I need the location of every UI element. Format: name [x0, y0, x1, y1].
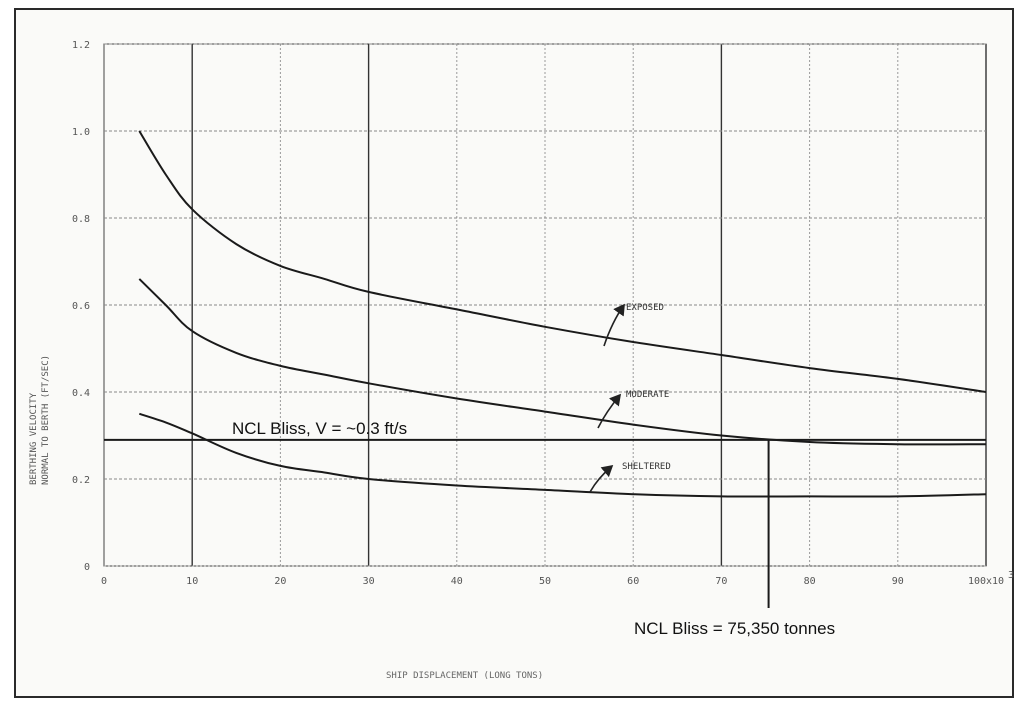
y-tick-label-0: 0 — [84, 562, 90, 573]
sheltered-series-label: SHELTERED — [622, 462, 671, 472]
y-tick-label-1: 0.2 — [72, 475, 90, 486]
y-axis-label: BERTHING VELOCITY NORMAL TO BERTH (FT/SE… — [29, 355, 51, 485]
exposed-series-label: EXPOSED — [626, 303, 664, 313]
displacement-annotation: NCL Bliss = 75,350 tonnes — [634, 619, 835, 638]
y-axis-label-line-1: BERTHING VELOCITY — [29, 392, 39, 485]
x-axis-label: SHIP DISPLACEMENT (LONG TONS) — [386, 671, 543, 681]
x-tick-label-2: 20 — [274, 576, 286, 587]
exposed-arrow — [603, 303, 625, 347]
moderate-series-label: MODERATE — [626, 390, 669, 400]
x-multiplier-exponent: 3 — [1008, 570, 1014, 581]
x-tick-label-4: 40 — [451, 576, 463, 587]
x-tick-label-9: 90 — [892, 576, 904, 587]
x-tick-label-7: 70 — [715, 576, 727, 587]
chart-frame — [14, 8, 1014, 698]
y-tick-label-5: 1.0 — [72, 127, 90, 138]
series-line-moderate — [138, 278, 987, 446]
x-tick-label-1: 10 — [186, 576, 198, 587]
velocity-annotation: NCL Bliss, V = ~0.3 ft/s — [232, 419, 407, 438]
reference-lines — [104, 438, 986, 608]
x-tick-label-0: 0 — [101, 576, 107, 587]
series-line-exposed — [138, 130, 987, 393]
x-tick-label-10: 100x10 — [968, 576, 1004, 587]
y-tick-label-2: 0.4 — [72, 388, 90, 399]
x-tick-label-5: 50 — [539, 576, 551, 587]
y-tick-label-3: 0.6 — [72, 301, 90, 312]
grid — [104, 43, 987, 567]
x-tick-label-6: 60 — [627, 576, 639, 587]
y-tick-label-4: 0.8 — [72, 214, 90, 225]
x-tick-label-3: 30 — [363, 576, 375, 587]
moderate-arrow — [597, 393, 622, 429]
series-lines — [138, 130, 987, 498]
axis-ticks: 0 10 20 30 40 50 60 70 80 90 100x10300.20.40.60.81… — [72, 40, 1014, 587]
y-tick-label-6: 1.2 — [72, 40, 90, 51]
series-annotations: EXPOSED MODERATE SHELTERED — [589, 303, 671, 493]
sheltered-arrow — [589, 464, 614, 493]
y-axis-label-line-2: NORMAL TO BERTH (FT/SEC) — [41, 355, 51, 485]
x-tick-label-8: 80 — [804, 576, 816, 587]
